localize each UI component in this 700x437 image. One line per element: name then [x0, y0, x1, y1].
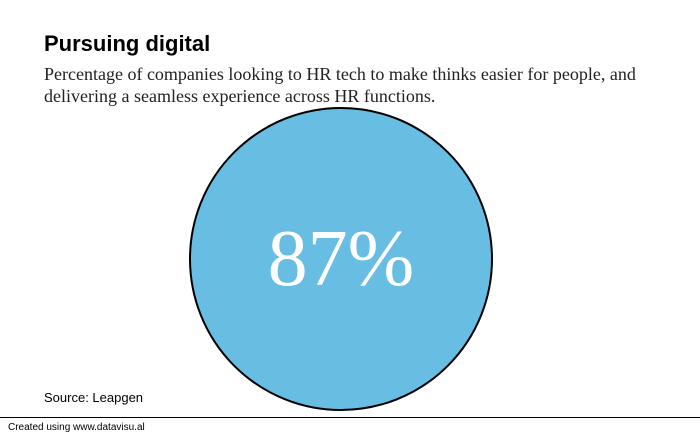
chart-title: Pursuing digital: [44, 31, 211, 56]
credit-note: Created using www.datavisu.al: [8, 422, 145, 433]
value-label: 87%: [268, 215, 415, 303]
source-note: Source: Leapgen: [44, 390, 144, 405]
chart-subtitle: Percentage of companies looking to HR te…: [44, 64, 636, 106]
footer-divider: [0, 417, 700, 418]
value-circle: [189, 107, 493, 411]
